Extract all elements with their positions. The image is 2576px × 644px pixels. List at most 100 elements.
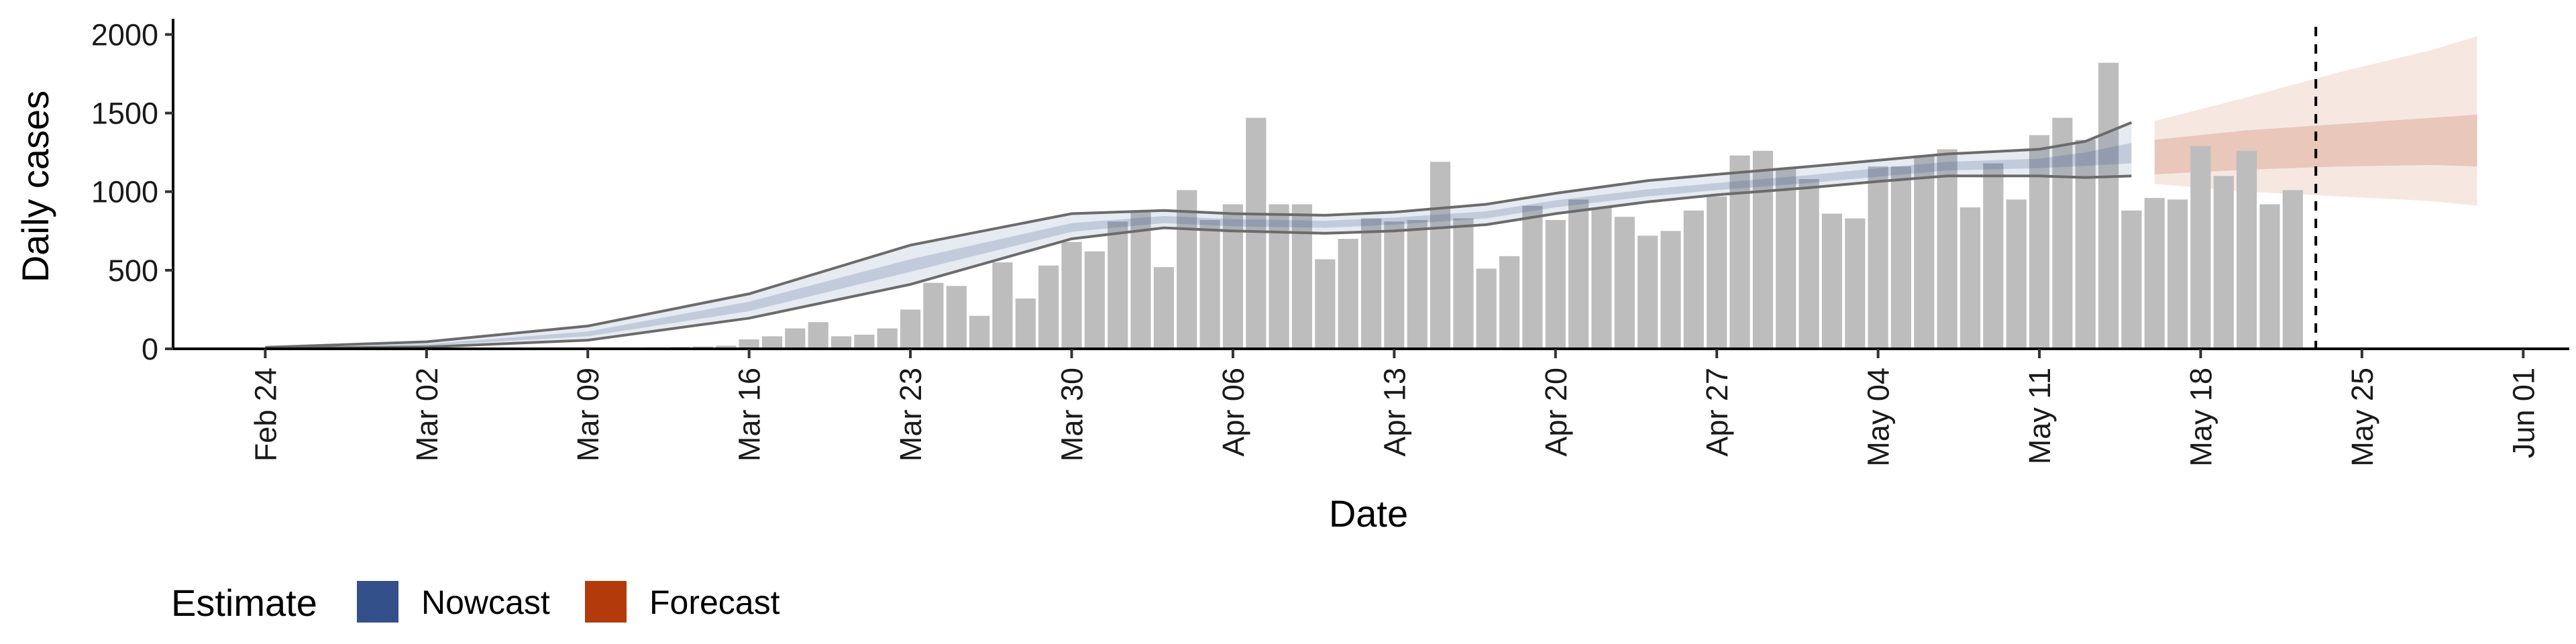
bar xyxy=(2121,210,2142,349)
bar xyxy=(1384,221,1405,349)
x-tick-label: May 11 xyxy=(2023,368,2057,464)
bar xyxy=(1707,196,1727,349)
x-tick-label: Apr 27 xyxy=(1700,368,1734,457)
bar xyxy=(1038,265,1059,349)
y-tick-label: 1500 xyxy=(91,97,158,131)
y-tick-label: 0 xyxy=(142,332,158,366)
bar xyxy=(900,309,921,349)
ticks: 0 500 1000 1500 2000 Feb 24 Mar 02 Mar 09 Mar 16… xyxy=(91,17,2540,466)
bar xyxy=(1177,190,1197,349)
bar xyxy=(1222,204,1243,349)
bar xyxy=(1914,155,1935,350)
bar xyxy=(2213,176,2234,349)
x-tick-label: Apr 06 xyxy=(1216,368,1250,457)
bar xyxy=(2098,62,2119,349)
bar xyxy=(1983,163,2004,349)
bar xyxy=(1937,149,1957,349)
bar xyxy=(1108,221,1128,349)
bar xyxy=(992,262,1013,349)
legend-label-forecast: Forecast xyxy=(649,584,780,621)
y-tick-label: 2000 xyxy=(91,17,158,52)
x-tick-label: Apr 13 xyxy=(1377,368,1411,457)
bar xyxy=(2259,204,2280,349)
bar xyxy=(1752,150,1773,350)
legend-label-nowcast: Nowcast xyxy=(421,584,550,621)
bar xyxy=(2190,146,2211,350)
bar xyxy=(1291,204,1312,349)
bar xyxy=(1015,299,1036,349)
bar xyxy=(2029,135,2050,349)
bar xyxy=(808,322,828,349)
forecast-band-50 xyxy=(2154,114,2477,174)
bar xyxy=(1776,168,1796,349)
x-tick-label: Jun 01 xyxy=(2506,368,2540,458)
legend-title: Estimate xyxy=(171,582,317,624)
bar xyxy=(1868,166,1888,349)
nowcast-bands xyxy=(265,122,2132,349)
bar xyxy=(1338,239,1358,349)
bar xyxy=(1591,207,1612,349)
bar xyxy=(1199,219,1220,349)
bar xyxy=(1061,241,1082,349)
bar xyxy=(1269,204,1289,349)
x-tick-label: May 18 xyxy=(2184,368,2218,467)
bar xyxy=(2052,117,2073,349)
nowcast-lines xyxy=(265,121,2133,350)
bar xyxy=(1130,212,1151,349)
bar xyxy=(2282,190,2303,349)
x-tick-label: Mar 16 xyxy=(733,368,767,462)
bar xyxy=(1476,268,1497,349)
nowcast-upper-line xyxy=(265,121,2133,349)
bar xyxy=(1499,256,1520,349)
x-tick-label: Mar 30 xyxy=(1055,368,1089,462)
bars xyxy=(531,62,2303,350)
x-tick-label: Mar 09 xyxy=(571,368,605,462)
bar xyxy=(1821,213,1842,349)
bar xyxy=(923,282,944,349)
bar xyxy=(716,345,737,349)
bar xyxy=(1430,162,1451,349)
bar xyxy=(1453,218,1474,349)
bar xyxy=(1799,179,1819,349)
bar xyxy=(1315,259,1336,349)
bar xyxy=(1614,217,1635,349)
bar xyxy=(2006,199,2027,349)
bar xyxy=(1522,205,1543,349)
bar xyxy=(2075,140,2096,349)
y-tick-label: 500 xyxy=(108,254,158,288)
bar xyxy=(854,334,875,349)
bar xyxy=(1890,166,1911,349)
x-tick-label: May 25 xyxy=(2345,368,2379,467)
bar xyxy=(785,328,806,349)
bar xyxy=(761,336,783,349)
legend: Estimate Nowcast Forecast xyxy=(171,581,780,624)
legend-swatch-forecast xyxy=(585,581,627,623)
bar xyxy=(2237,150,2257,350)
bar xyxy=(2167,199,2188,349)
bar xyxy=(1660,231,1681,349)
axes xyxy=(172,19,2569,350)
bar xyxy=(1568,199,1589,349)
legend-swatch-nowcast xyxy=(357,581,398,623)
y-tick-label: 1000 xyxy=(91,175,158,209)
nowcast-band-50 xyxy=(265,143,2132,349)
bar xyxy=(946,286,967,349)
bar xyxy=(1729,155,1750,350)
bar xyxy=(1084,251,1105,349)
nowcast-lower-line xyxy=(265,174,2132,350)
x-tick-label: Mar 23 xyxy=(894,368,928,462)
x-tick-label: Feb 24 xyxy=(248,368,282,462)
bar xyxy=(739,339,759,349)
x-tick-label: Apr 20 xyxy=(1539,368,1573,457)
bar xyxy=(969,315,990,349)
bar xyxy=(1845,218,1866,349)
bar xyxy=(1638,235,1658,349)
x-axis-title: Date xyxy=(1329,492,1408,535)
bar xyxy=(2144,198,2165,349)
y-axis-title: Daily cases xyxy=(14,91,56,282)
bar xyxy=(1153,267,1174,349)
bar xyxy=(1683,210,1704,349)
bar xyxy=(1545,219,1566,349)
bar xyxy=(830,336,852,349)
x-tick-label: May 04 xyxy=(1862,368,1896,467)
